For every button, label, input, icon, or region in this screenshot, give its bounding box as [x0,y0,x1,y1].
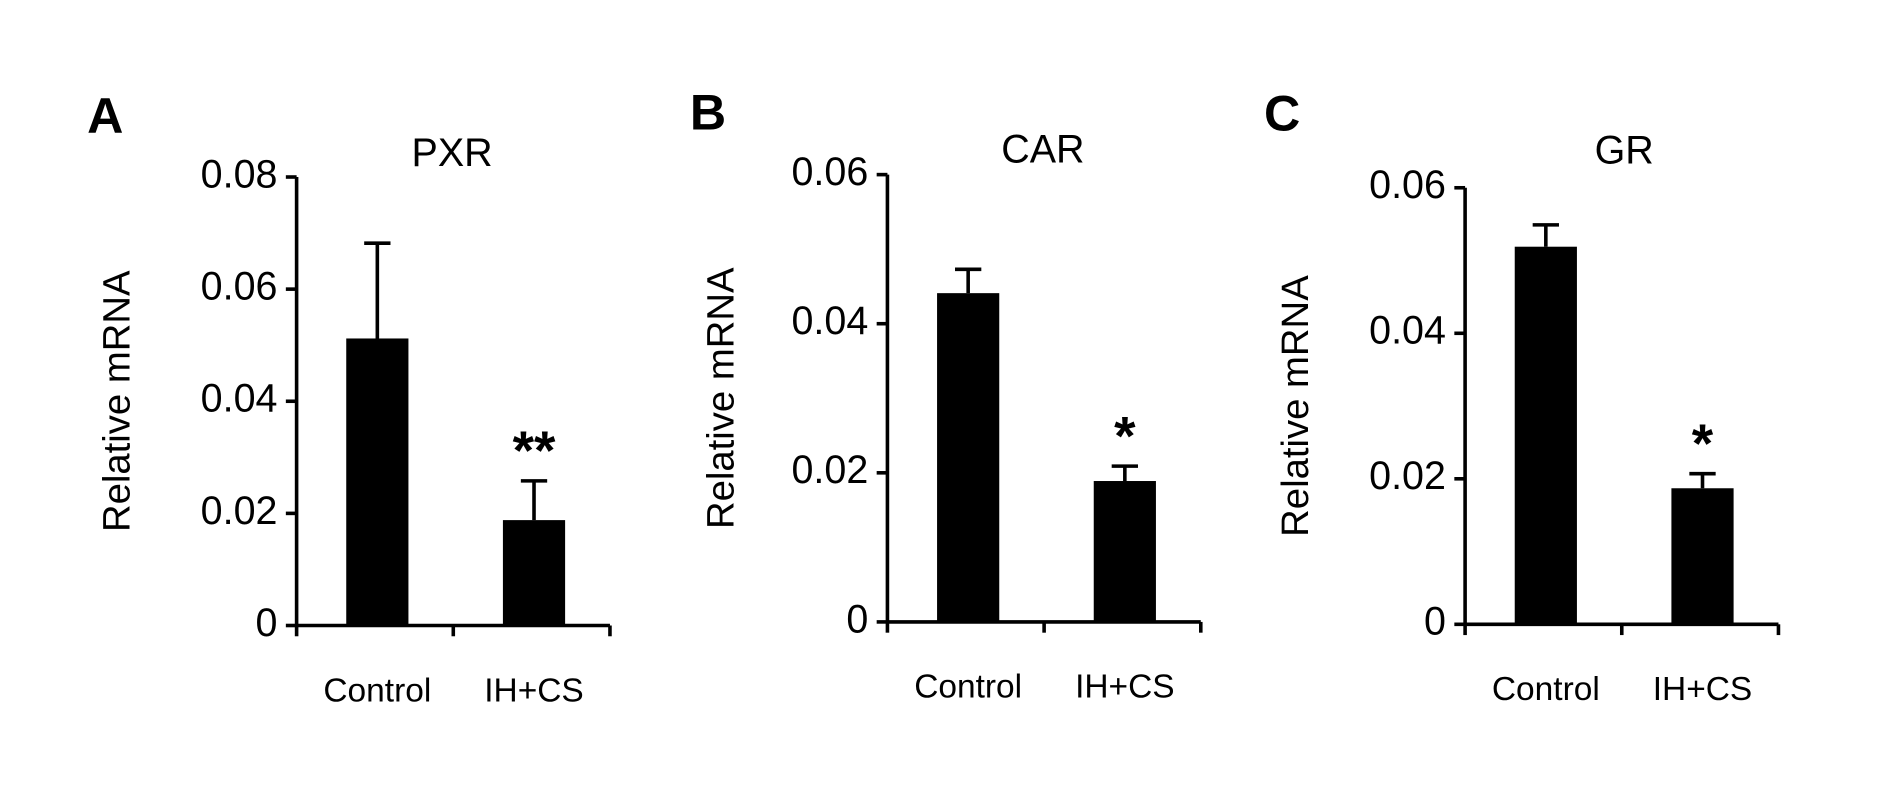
y-axis-label: Relative mRNA [1274,275,1317,537]
bar [1514,246,1577,625]
bar [937,293,1000,622]
chart-title: CAR [1001,127,1084,171]
y-tick-label: 0.04 [201,377,278,421]
y-axis-label: Relative mRNA [96,270,139,532]
x-tick-label: Control [323,672,431,709]
significance-mark: ** [513,419,556,481]
x-tick-label: Control [914,669,1022,706]
y-tick-label: 0.02 [201,489,278,533]
chart-title: GR [1595,129,1654,173]
y-tick-label: 0.06 [201,265,278,309]
bar [1671,488,1734,625]
x-tick-label: Control [1492,671,1600,708]
y-tick-label: 0.06 [791,150,868,194]
y-tick-label: 0.02 [1369,454,1446,498]
y-tick-label: 0.08 [201,152,278,196]
panel-label: A [87,88,123,144]
panel-label: B [690,84,726,140]
y-tick-label: 0.04 [791,299,868,343]
x-tick-label: IH+CS [1075,669,1175,706]
bar [502,520,566,626]
significance-mark: * [1114,404,1136,466]
x-tick-label: IH+CS [1653,671,1753,708]
significance-mark: * [1692,412,1714,474]
x-tick-label: IH+CS [484,672,584,709]
y-tick-label: 0.04 [1369,309,1446,353]
bar [346,338,409,626]
panel-label: C [1264,85,1300,141]
figure-body: A PXR Relative mRNA 0 0.02 0.04 0.06 0.08 Contro… [87,84,1781,709]
chart-title: PXR [412,131,493,175]
y-tick-label: 0.06 [1369,163,1446,207]
y-axis-label: Relative mRNA [700,267,743,529]
y-tick-label: 0 [846,597,868,641]
y-tick-label: 0.02 [791,448,868,492]
bar [1093,481,1156,622]
y-tick-label: 0 [1424,600,1446,644]
y-tick-label: 0 [256,601,278,645]
